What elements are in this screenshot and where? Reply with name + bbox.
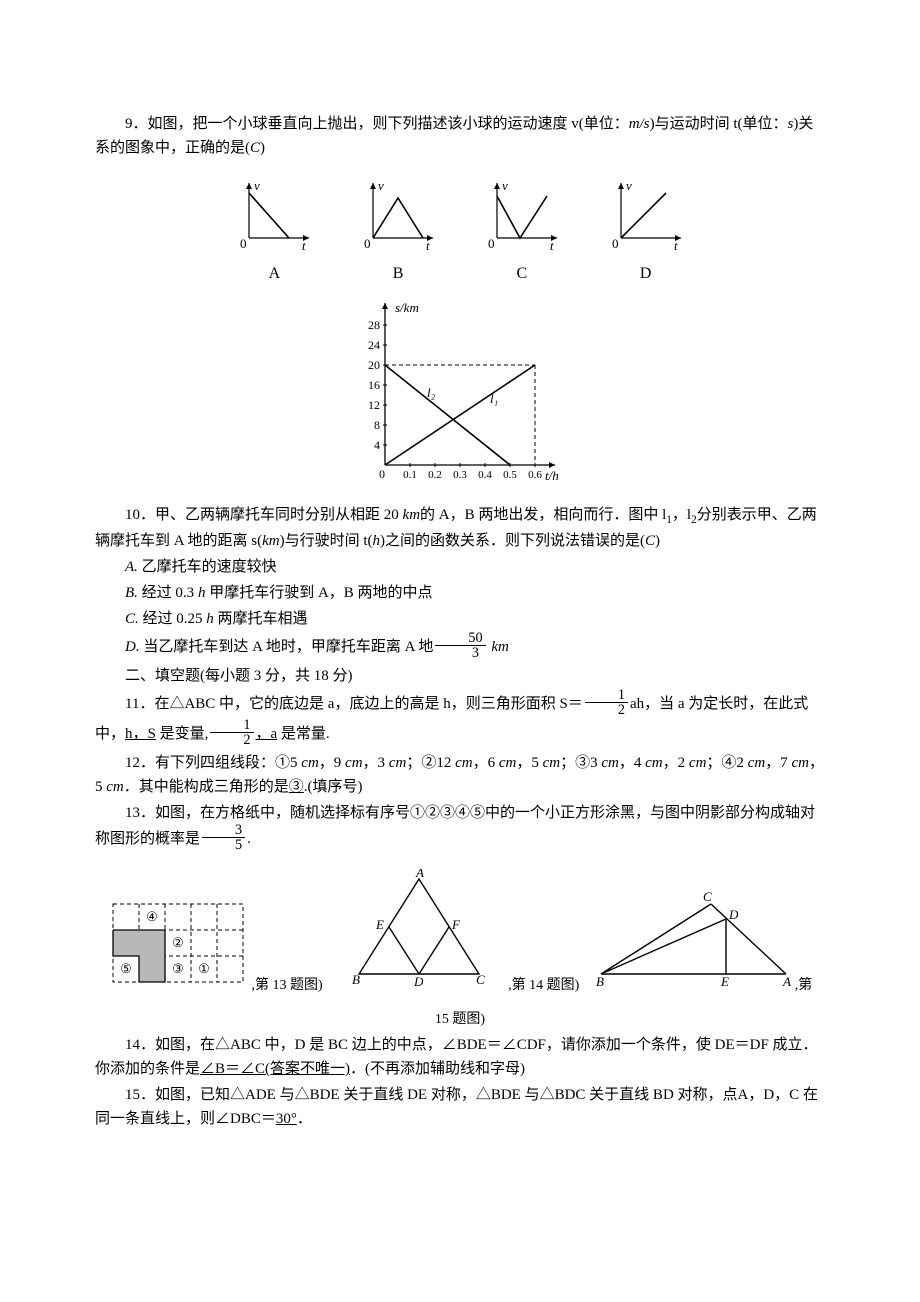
svg-text:0.4: 0.4 — [478, 469, 492, 481]
svg-text:D: D — [413, 974, 424, 989]
svg-text:③: ③ — [172, 961, 184, 976]
q15-stem: 15．如图，已知△ADE 与△BDE 关于直线 DE 对称，△BDE 与△BDC… — [95, 1083, 825, 1131]
svg-text:0.6: 0.6 — [528, 469, 542, 481]
q10-optB: B. 经过 0.3 h 甲摩托车行驶到 A，B 两地的中点 — [95, 581, 825, 605]
q9-chart-A-label: A — [234, 261, 314, 287]
line-l1-label: l₁ — [490, 391, 498, 406]
svg-text:12: 12 — [368, 398, 380, 412]
q9-chart-C-label: C — [482, 261, 562, 287]
q9-number: 9． — [125, 116, 148, 132]
q14-stem: 14．如图，在△ABC 中，D 是 BC 边上的中点，∠BDE＝∠CDF，请你添… — [95, 1033, 825, 1081]
svg-text:v: v — [502, 178, 508, 193]
q9-chart-B-label: B — [358, 261, 438, 287]
q14-fig-caption: ,第 14 题图) — [508, 978, 579, 993]
q12-ans: ③ — [289, 779, 304, 795]
y-axis-label: s/km — [395, 300, 419, 315]
line-l2-label: l₂ — [427, 385, 436, 400]
svg-text:0: 0 — [379, 467, 385, 481]
axis-t-label: t — [302, 238, 306, 253]
q13-ans: 35 — [200, 831, 247, 847]
axis-v-label: v — [254, 178, 260, 193]
svg-text:②: ② — [172, 935, 184, 950]
q9-stem: 9．如图，把一个小球垂直向上抛出，则下列描述该小球的运动速度 v(单位：m/s)… — [95, 112, 825, 160]
svg-text:16: 16 — [368, 378, 380, 392]
q10-optC: C. 经过 0.25 h 两摩托车相遇 — [95, 607, 825, 631]
svg-text:0.2: 0.2 — [428, 469, 442, 481]
svg-text:④: ④ — [146, 909, 158, 924]
q11-ans1: h，S — [125, 726, 156, 742]
q9-chart-D: v t 0 D — [606, 178, 686, 287]
q14-ans: ∠B＝∠C(答案不唯一) — [200, 1061, 350, 1077]
q15-fig-caption-b: 15 题图) — [95, 1007, 825, 1031]
svg-text:C: C — [476, 972, 485, 987]
svg-text:t: t — [550, 238, 554, 253]
svg-text:B: B — [596, 974, 604, 989]
q13-figure: ④ ② ① ⑤ ③ ,第 13 题图) — [108, 899, 323, 997]
q9-chart-D-label: D — [606, 261, 686, 287]
q9-chart-A: v t 0 A — [234, 178, 314, 287]
svg-text:0.1: 0.1 — [403, 469, 417, 481]
svg-text:0: 0 — [488, 236, 495, 251]
q9-charts: v t 0 A v t 0 B — [95, 178, 825, 287]
q15-fig-caption-a: ,第 — [795, 978, 813, 993]
svg-text:0: 0 — [612, 236, 619, 251]
q13-fig-caption: ,第 13 题图) — [251, 978, 322, 993]
svg-text:⑤: ⑤ — [120, 961, 132, 976]
svg-text:8: 8 — [374, 418, 380, 432]
q10-optD: D. 当乙摩托车到达 A 地时，甲摩托车距离 A 地503 km — [95, 633, 825, 663]
svg-text:A: A — [415, 869, 424, 880]
svg-text:B: B — [352, 972, 360, 987]
q11-ans2: 12，a — [208, 726, 277, 742]
svg-text:t: t — [426, 238, 430, 253]
svg-text:A: A — [782, 974, 791, 989]
q10-chart: 4 8 12 16 20 24 28 0.1 0.2 0.3 0.4 0.5 0… — [95, 295, 825, 493]
svg-text:28: 28 — [368, 318, 380, 332]
svg-text:F: F — [451, 917, 461, 932]
q13-stem: 13．如图，在方格纸中，随机选择标有序号①②③④⑤中的一个小正方形涂黑，与图中阴… — [95, 801, 825, 855]
figures-row: ④ ② ① ⑤ ③ ,第 13 题图) A B C — [95, 869, 825, 997]
q15-figure: B A E D C ,第 — [591, 879, 812, 997]
svg-text:0.3: 0.3 — [453, 469, 467, 481]
section2-title: 二、填空题(每小题 3 分，共 18 分) — [95, 664, 825, 688]
svg-text:C: C — [703, 889, 712, 904]
svg-text:4: 4 — [374, 438, 380, 452]
q9-chart-C: v t 0 C — [482, 178, 562, 287]
svg-text:v: v — [626, 178, 632, 193]
svg-text:E: E — [720, 974, 729, 989]
svg-text:t: t — [674, 238, 678, 253]
x-axis-label: t/h — [545, 468, 559, 483]
page: 9．如图，把一个小球垂直向上抛出，则下列描述该小球的运动速度 v(单位：m/s)… — [0, 0, 920, 1302]
origin-label: 0 — [240, 236, 247, 251]
q14-figure: A B C D E F ,第 14 题图) — [334, 869, 579, 997]
svg-text:E: E — [375, 917, 384, 932]
q10-stem: 10．甲、乙两辆摩托车同时分别从相距 20 km的 A，B 两地出发，相向而行．… — [95, 503, 825, 553]
q12-stem: 12．有下列四组线段：①5 cm，9 cm，3 cm；②12 cm，6 cm，5… — [95, 751, 825, 799]
svg-text:24: 24 — [368, 338, 380, 352]
svg-text:D: D — [728, 907, 739, 922]
svg-text:①: ① — [198, 961, 210, 976]
q11-stem: 11．在△ABC 中，它的底边是 a，底边上的高是 h，则三角形面积 S＝12a… — [95, 690, 825, 749]
svg-text:0: 0 — [364, 236, 371, 251]
q15-ans: 30° — [276, 1111, 297, 1127]
svg-text:v: v — [378, 178, 384, 193]
svg-text:20: 20 — [368, 358, 380, 372]
q10-optA: A. 乙摩托车的速度较快 — [95, 555, 825, 579]
svg-text:0.5: 0.5 — [503, 469, 517, 481]
q9-chart-B: v t 0 B — [358, 178, 438, 287]
